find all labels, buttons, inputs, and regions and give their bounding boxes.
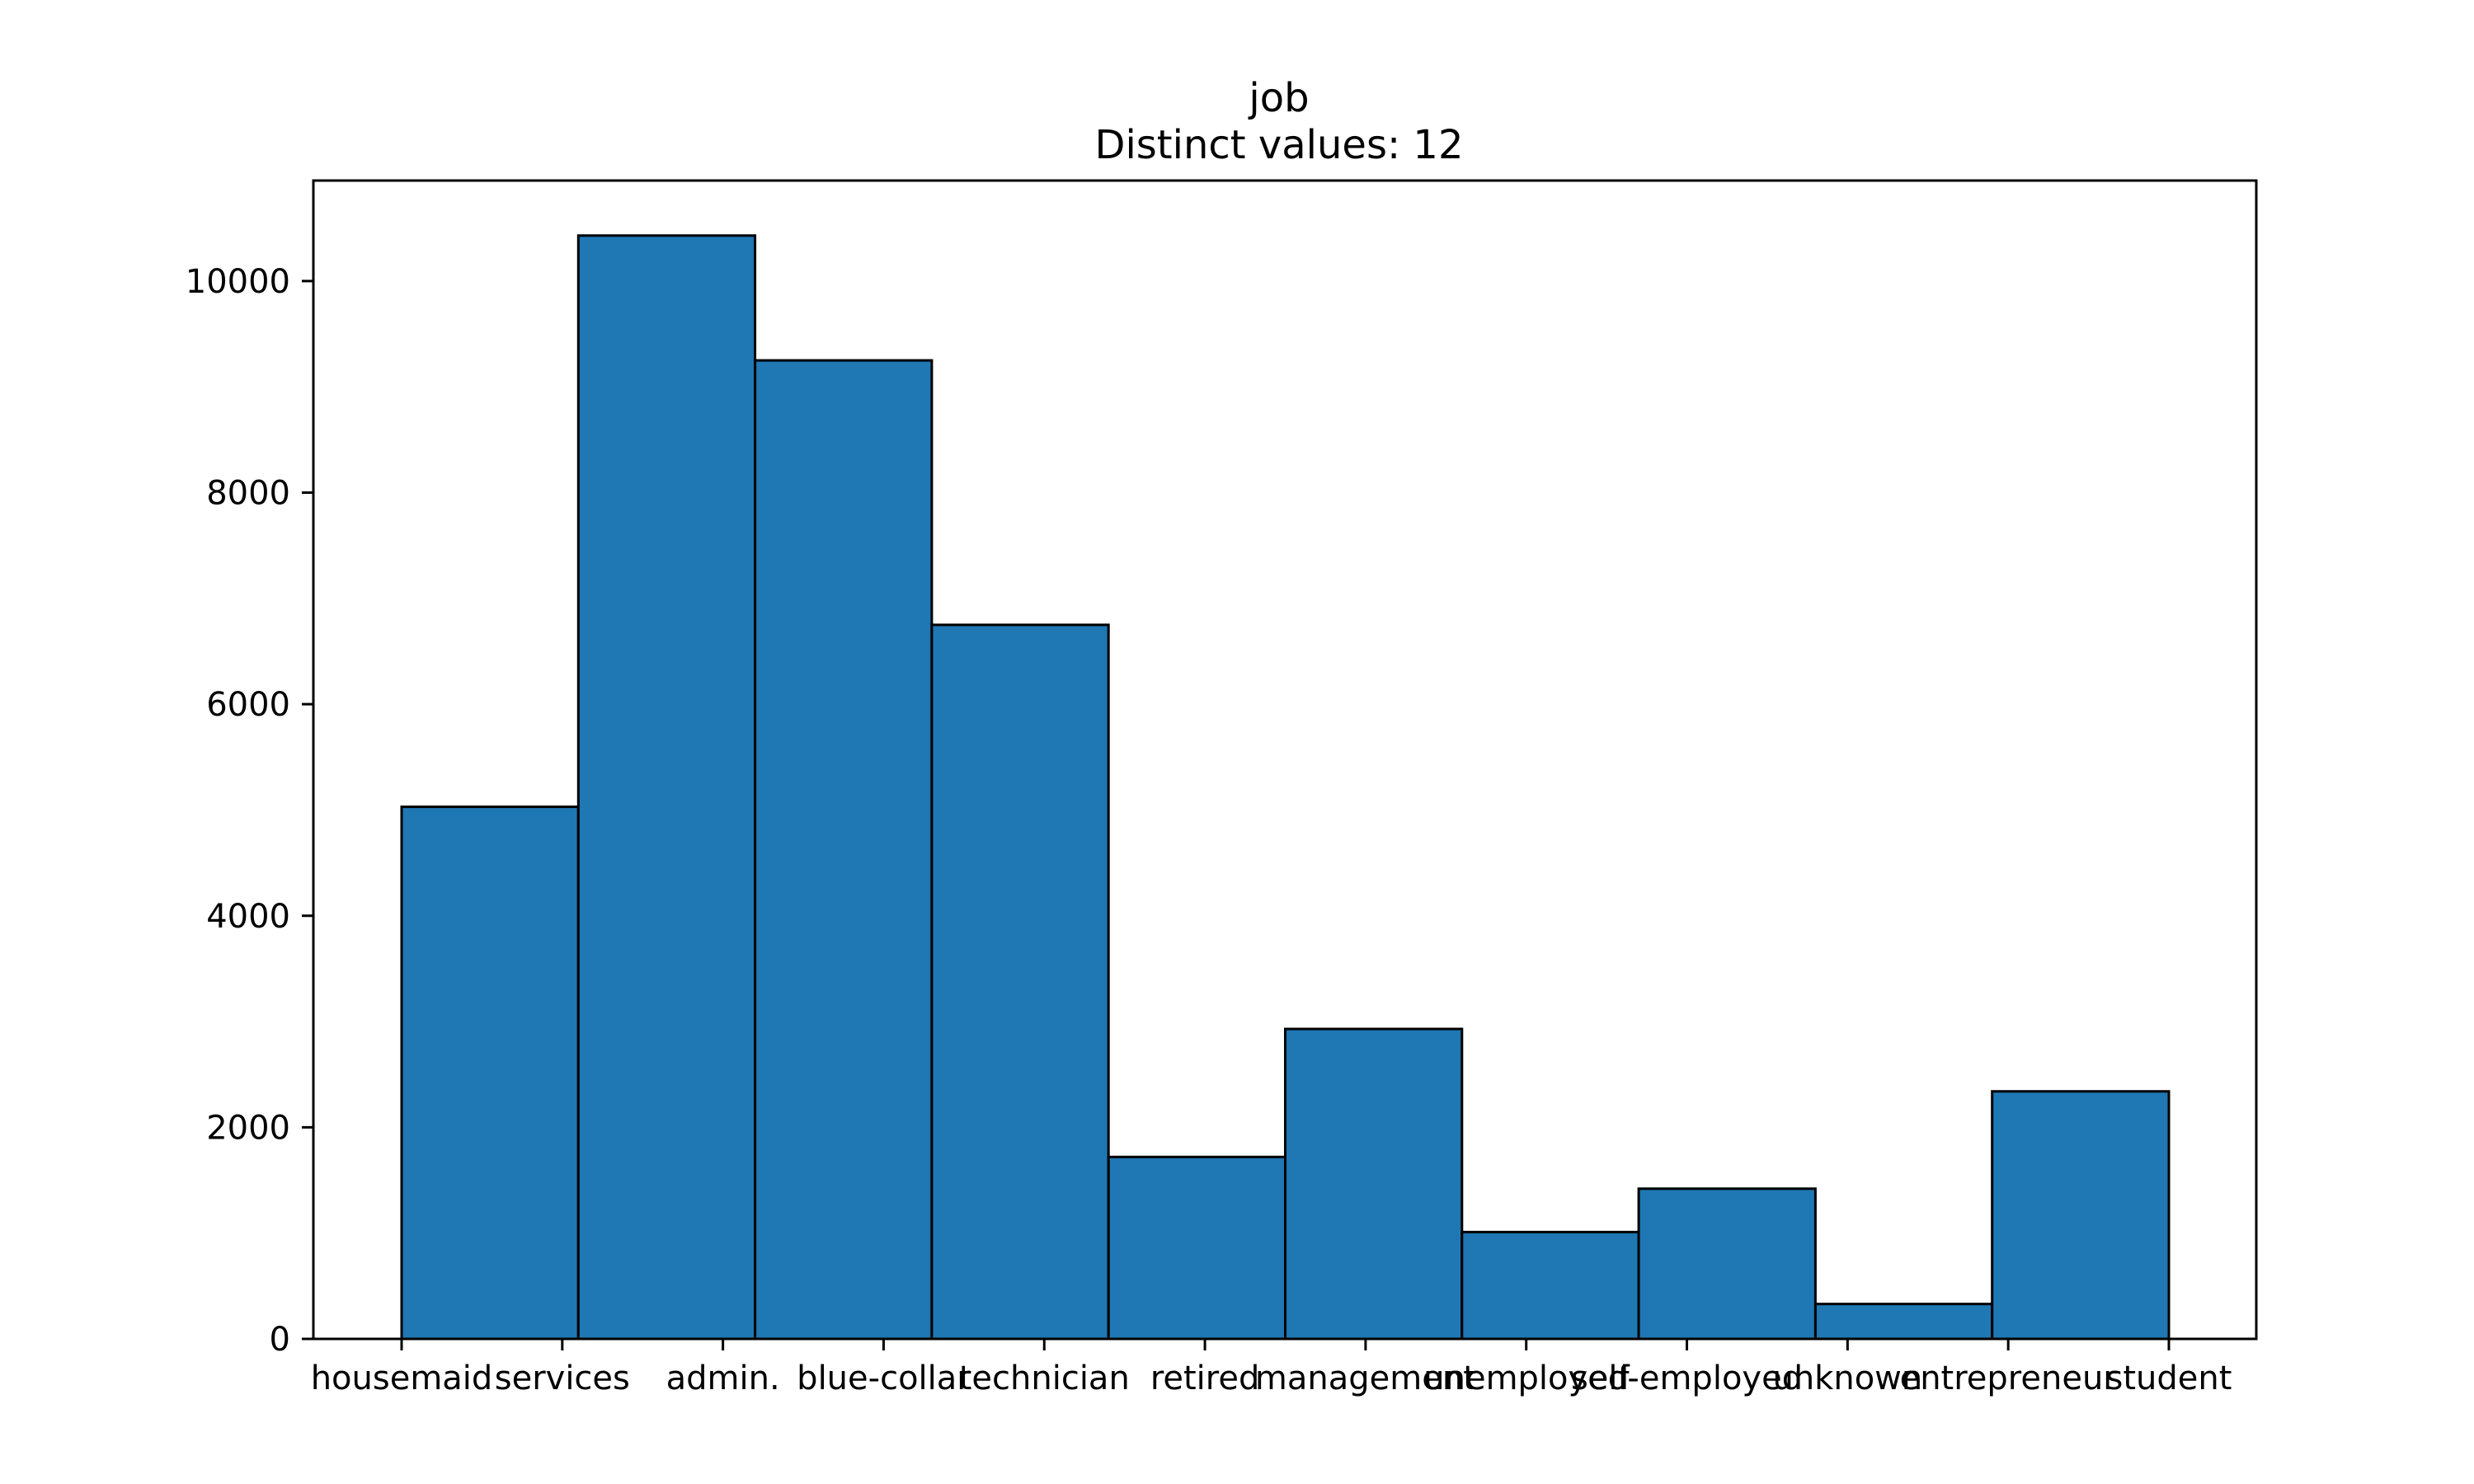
x-tick-label: technician [959,1360,1130,1397]
x-tick-label: services [495,1360,630,1397]
x-axis: housemaid services admin. blue-collartechni… [311,1339,2232,1397]
plot-frame [312,179,2258,1341]
y-tick-label: 2000 [206,1109,290,1147]
bar-2 [576,234,757,1341]
x-tick-label: student [2106,1360,2232,1397]
x-tick-label: retired [1150,1360,1260,1397]
y-tick-label: 0 [270,1321,290,1359]
bar-3 [754,359,934,1341]
y-tick-label: 10000 [186,263,290,301]
x-tick-label: entrepreneur [1900,1360,2118,1397]
chart-title: job [1248,75,1309,121]
x-tick-label: admin. [666,1360,780,1397]
bar-9 [1813,1303,1994,1341]
y-axis: 0 2000 4000 6000 8000 10000 [186,263,313,1359]
x-tick-label: unknown [1772,1360,1922,1397]
y-tick-label: 8000 [206,475,290,513]
bar-1 [400,805,580,1341]
bars-group [400,234,2171,1341]
y-tick-label: 4000 [206,898,290,936]
x-tick-label: housemaid [311,1360,493,1397]
bar-4 [930,623,1110,1341]
bar-10 [1991,1090,2171,1341]
bar-5 [1107,1155,1286,1341]
x-tick-label: management [1255,1360,1476,1397]
bar-6 [1284,1027,1464,1341]
x-tick-label: unemployed [1423,1360,1629,1397]
bar-7 [1460,1230,1640,1341]
x-tick-label: blue-collar [797,1360,971,1397]
y-tick-label: 6000 [206,686,290,724]
x-tick-label: self-employed [1571,1360,1803,1397]
bar-8 [1637,1187,1817,1341]
chart-subtitle: Distinct values: 12 [1095,122,1464,168]
